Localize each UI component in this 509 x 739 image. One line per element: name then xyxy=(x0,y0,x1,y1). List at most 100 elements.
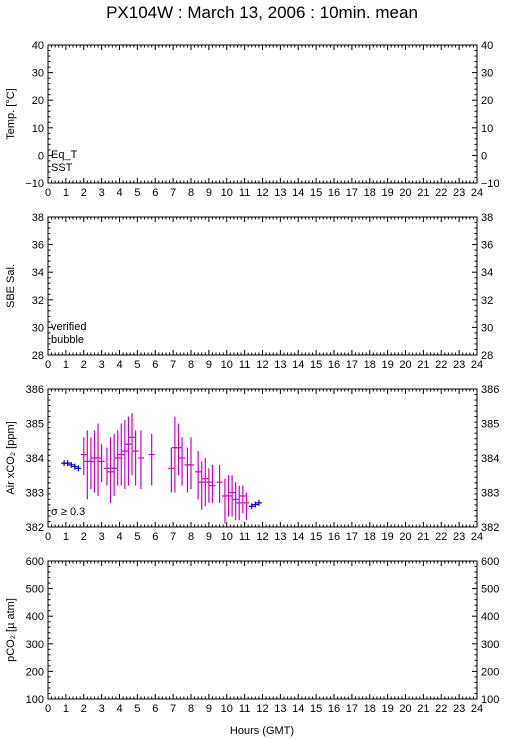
y-tick-label-left: 38 xyxy=(32,212,44,224)
chart-title: PX104W : March 13, 2006 : 10min. mean xyxy=(106,3,418,22)
x-tick-label: 5 xyxy=(134,703,140,715)
y-axis-label: pCO₂ [µ atm] xyxy=(5,598,17,662)
x-tick-label: 11 xyxy=(239,187,250,199)
x-tick-label: 3 xyxy=(99,359,105,371)
x-tick-label: 21 xyxy=(417,359,429,371)
y-tick-label-left: 300 xyxy=(26,639,44,651)
x-tick-label: 6 xyxy=(152,531,158,543)
x-tick-label: 15 xyxy=(310,359,322,371)
y-tick-label-left: −10 xyxy=(25,178,44,190)
x-tick-label: 7 xyxy=(170,703,176,715)
x-tick-label: 19 xyxy=(382,531,394,543)
x-tick-label: 7 xyxy=(170,359,176,371)
panels: 0 1 2 3 4 5 6 7 8 9 10 11 12 13 14 15 16 17 18 19 20 21 22 23 24… xyxy=(5,40,500,715)
y-tick-label-left: 30 xyxy=(32,68,44,80)
y-tick-label-left: 10 xyxy=(32,123,44,135)
x-tick-label: 13 xyxy=(274,531,286,543)
x-tick-label: 8 xyxy=(188,187,194,199)
y-tick-label-right: 20 xyxy=(481,95,493,107)
x-tick-label: 1 xyxy=(63,703,69,715)
x-tick-label: 20 xyxy=(399,531,411,543)
x-tick-label: 13 xyxy=(274,359,286,371)
y-tick-label-right: 10 xyxy=(481,123,493,135)
y-tick-label-left: 500 xyxy=(26,584,44,596)
panel-pco2: 0 1 2 3 4 5 6 7 8 9 10 11 12 13 14 15 16 17 18 19 20 21 22 23 24… xyxy=(5,556,499,715)
x-tick-label: 4 xyxy=(116,703,122,715)
x-tick-label: 12 xyxy=(256,187,268,199)
x-tick-label: 22 xyxy=(435,359,447,371)
x-tick-label: 8 xyxy=(188,703,194,715)
x-tick-label: 12 xyxy=(256,703,268,715)
y-tick-label-left: 34 xyxy=(32,267,44,279)
panel-temp: 0 1 2 3 4 5 6 7 8 9 10 11 12 13 14 15 16 17 18 19 20 21 22 23 24… xyxy=(5,40,500,199)
x-tick-label: 4 xyxy=(116,187,122,199)
y-tick-label-right: 400 xyxy=(481,611,499,623)
x-tick-label: 16 xyxy=(328,531,340,543)
x-tick-label: 0 xyxy=(45,703,51,715)
x-tick-label: 9 xyxy=(206,531,212,543)
x-tick-label: 23 xyxy=(453,531,465,543)
y-tick-label-right: 40 xyxy=(481,40,493,52)
y-tick-label-right: 384 xyxy=(481,453,499,465)
x-tick-label: 7 xyxy=(170,531,176,543)
x-tick-label: 0 xyxy=(45,359,51,371)
x-tick-label: 20 xyxy=(399,703,411,715)
x-tick-label: 18 xyxy=(364,531,376,543)
x-tick-label: 24 xyxy=(471,703,483,715)
y-tick-label-right: 30 xyxy=(481,322,493,334)
x-tick-label: 18 xyxy=(364,187,376,199)
x-tick-label: 10 xyxy=(221,531,233,543)
y-tick-label-left: 40 xyxy=(32,40,44,52)
y-tick-label-left: 400 xyxy=(26,611,44,623)
panel-sal: 0 1 2 3 4 5 6 7 8 9 10 11 12 13 14 15 16 17 18 19 20 21 22 23 24… xyxy=(5,212,493,371)
y-tick-label-left: 600 xyxy=(26,556,44,568)
y-tick-label-left: 28 xyxy=(32,350,44,362)
x-tick-label: 1 xyxy=(63,187,69,199)
x-tick-label: 0 xyxy=(45,531,51,543)
x-tick-label: 17 xyxy=(346,359,358,371)
y-tick-label-right: 32 xyxy=(481,295,493,307)
plot-frame-sal xyxy=(47,216,478,356)
x-tick-label: 16 xyxy=(328,359,340,371)
x-tick-label: 17 xyxy=(346,703,358,715)
x-tick-label: 9 xyxy=(206,187,212,199)
x-tick-label: 8 xyxy=(188,359,194,371)
plot-frame-pco2 xyxy=(47,560,478,700)
x-tick-label: 18 xyxy=(364,703,376,715)
y-tick-label-left: 200 xyxy=(26,666,44,678)
y-tick-label-right: 382 xyxy=(481,522,499,534)
x-tick-label: 16 xyxy=(328,703,340,715)
panel-xco2: 0 1 2 3 4 5 6 7 8 9 10 11 12 13 14 15 16 17 18 19 20 21 22 23 24… xyxy=(5,384,499,543)
x-tick-label: 19 xyxy=(382,187,394,199)
x-tick-label: 14 xyxy=(292,703,304,715)
x-tick-label: 20 xyxy=(399,187,411,199)
x-tick-label: 11 xyxy=(239,359,250,371)
y-tick-label-right: 0 xyxy=(481,150,487,162)
x-tick-label: 22 xyxy=(435,187,447,199)
x-tick-label: 18 xyxy=(364,359,376,371)
legend-label: σ ≥ 0.3 xyxy=(51,506,85,518)
x-tick-label: 2 xyxy=(81,703,87,715)
y-tick-label-right: 600 xyxy=(481,556,499,568)
y-tick-label-right: 200 xyxy=(481,666,499,678)
x-tick-label: 24 xyxy=(471,531,483,543)
x-tick-label: 23 xyxy=(453,703,465,715)
x-tick-label: 1 xyxy=(63,531,69,543)
x-tick-label: 22 xyxy=(435,703,447,715)
x-tick-label: 7 xyxy=(170,187,176,199)
y-tick-label-right: 300 xyxy=(481,639,499,651)
y-tick-label-left: 100 xyxy=(26,694,44,706)
x-tick-label: 2 xyxy=(81,359,87,371)
y-tick-label-left: 385 xyxy=(26,419,44,431)
x-tick-label: 14 xyxy=(292,531,304,543)
x-tick-label: 12 xyxy=(256,531,268,543)
x-tick-label: 11 xyxy=(239,703,250,715)
x-tick-label: 13 xyxy=(274,703,286,715)
x-tick-label: 15 xyxy=(310,531,322,543)
x-tick-label: 15 xyxy=(310,703,322,715)
plot-frame-xco2 xyxy=(47,388,478,528)
x-tick-label: 4 xyxy=(116,531,122,543)
x-tick-label: 10 xyxy=(221,359,233,371)
x-tick-label: 3 xyxy=(99,703,105,715)
